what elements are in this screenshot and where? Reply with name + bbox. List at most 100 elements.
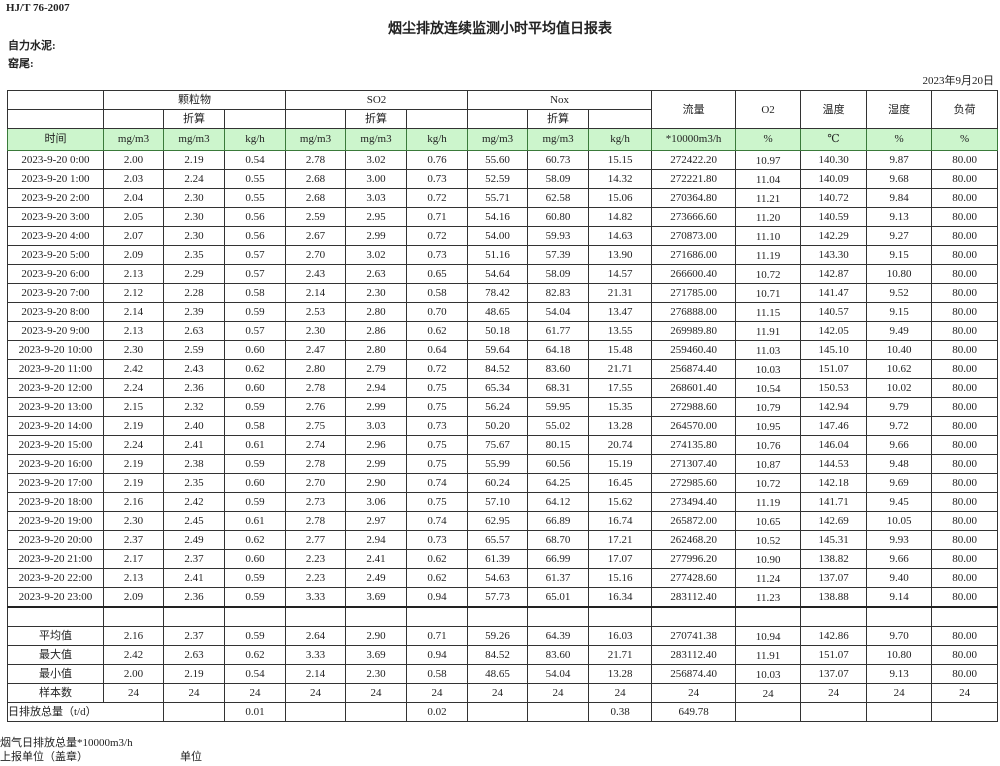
summary-value: 83.60: [527, 645, 590, 665]
value-cell: 144.53: [800, 454, 868, 474]
value-cell: 80.00: [931, 340, 999, 360]
value-cell: 11.24: [735, 568, 802, 588]
value-cell: 2.70: [285, 245, 347, 265]
value-cell: 0.73: [406, 169, 469, 189]
value-cell: 17.21: [588, 530, 653, 550]
value-cell: 80.00: [931, 283, 999, 303]
value-cell: 2.36: [163, 587, 225, 608]
table-row: 2023-9-20 6:00 2.13 2.29 0.57 2.43 2.63 0.65 54…: [7, 264, 999, 284]
value-cell: 2.24: [103, 378, 164, 398]
table-row: 2023-9-20 13:00 2.15 2.32 0.59 2.76 2.99 0.75 5…: [7, 397, 999, 417]
value-cell: 274135.80: [651, 435, 737, 455]
value-cell: 272988.60: [651, 397, 737, 417]
summary-value: 16.03: [588, 626, 653, 646]
value-cell: 2.23: [285, 568, 347, 588]
value-cell: 269989.80: [651, 321, 737, 341]
value-cell: 55.60: [467, 150, 529, 170]
summary-value: 24: [735, 683, 802, 703]
value-cell: 2.14: [103, 302, 164, 322]
value-cell: 10.90: [735, 549, 802, 569]
summary-value: 24: [406, 683, 469, 703]
header-blank: [103, 109, 164, 129]
table-row: 2023-9-20 11:00 2.42 2.43 0.62 2.80 2.79 0.72 8…: [7, 359, 999, 379]
summary-value: 270741.38: [651, 626, 737, 646]
value-cell: 2.53: [285, 302, 347, 322]
empty-cell: [467, 606, 529, 627]
value-cell: 15.06: [588, 188, 653, 208]
value-cell: 2.59: [163, 340, 225, 360]
value-cell: 2.30: [163, 207, 225, 227]
header-temperature: 温度: [800, 90, 868, 129]
value-cell: 0.94: [406, 587, 469, 608]
value-cell: 14.57: [588, 264, 653, 284]
time-cell: 2023-9-20 11:00: [7, 359, 104, 379]
value-cell: 2.37: [103, 530, 164, 550]
value-cell: 15.19: [588, 454, 653, 474]
value-cell: 2.95: [345, 207, 408, 227]
summary-value: 24: [103, 683, 164, 703]
value-cell: 0.70: [406, 302, 469, 322]
standard-code: HJ/T 76-2007: [6, 2, 70, 14]
value-cell: 0.62: [406, 549, 469, 569]
value-cell: 2.45: [163, 511, 225, 531]
daily-total-value: [735, 702, 802, 722]
unit-cell: 时间: [7, 128, 104, 151]
value-cell: 54.00: [467, 226, 529, 246]
value-cell: 0.57: [223, 245, 287, 265]
value-cell: 64.12: [527, 492, 590, 512]
value-cell: 11.10: [735, 226, 802, 246]
value-cell: 10.72: [735, 264, 802, 284]
time-cell: 2023-9-20 23:00: [7, 587, 104, 608]
empty-cell: [7, 606, 104, 627]
value-cell: 0.59: [223, 454, 287, 474]
value-cell: 56.24: [467, 397, 529, 417]
value-cell: 2.13: [103, 264, 164, 284]
value-cell: 2.99: [345, 454, 408, 474]
summary-value: 21.71: [588, 645, 653, 665]
value-cell: 50.20: [467, 416, 529, 436]
daily-total-row: 日排放总量（t/d） 0.01 0.02 0.38 649.78: [7, 702, 999, 722]
value-cell: 271785.00: [651, 283, 737, 303]
value-cell: 9.93: [866, 530, 933, 550]
value-cell: 64.25: [527, 473, 590, 493]
value-cell: 2.63: [345, 264, 408, 284]
value-cell: 145.31: [800, 530, 868, 550]
value-cell: 68.31: [527, 378, 590, 398]
value-cell: 0.57: [223, 321, 287, 341]
value-cell: 11.19: [735, 245, 802, 265]
value-cell: 62.58: [527, 188, 590, 208]
summary-value: 0.59: [223, 626, 287, 646]
value-cell: 2.29: [163, 264, 225, 284]
value-cell: 2.19: [103, 454, 164, 474]
value-cell: 276888.00: [651, 302, 737, 322]
value-cell: 9.69: [866, 473, 933, 493]
value-cell: 0.60: [223, 340, 287, 360]
value-cell: 15.62: [588, 492, 653, 512]
header-o2: O2: [735, 90, 802, 129]
summary-value: 24: [866, 683, 933, 703]
value-cell: 10.03: [735, 359, 802, 379]
value-cell: 140.09: [800, 169, 868, 189]
value-cell: 142.94: [800, 397, 868, 417]
value-cell: 0.55: [223, 169, 287, 189]
value-cell: 2.78: [285, 150, 347, 170]
table-row: 2023-9-20 12:00 2.24 2.36 0.60 2.78 2.94 0.75 6…: [7, 378, 999, 398]
value-cell: 14.32: [588, 169, 653, 189]
value-cell: 142.29: [800, 226, 868, 246]
value-cell: 2.39: [163, 302, 225, 322]
report-footer: 烟气日排放总量*10000m3/h 上报单位（盖章） 单位: [0, 736, 1000, 766]
value-cell: 277428.60: [651, 568, 737, 588]
summary-value: 283112.40: [651, 645, 737, 665]
value-cell: 9.13: [866, 207, 933, 227]
value-cell: 2.35: [163, 245, 225, 265]
empty-cell: [866, 606, 933, 627]
summary-value: 2.42: [103, 645, 164, 665]
value-cell: 65.57: [467, 530, 529, 550]
value-cell: 138.88: [800, 587, 868, 608]
unit-cell: *10000m3/h: [651, 128, 737, 151]
value-cell: 2.79: [345, 359, 408, 379]
unit-cell: mg/m3: [285, 128, 347, 151]
value-cell: 0.62: [223, 530, 287, 550]
time-cell: 2023-9-20 7:00: [7, 283, 104, 303]
value-cell: 65.01: [527, 587, 590, 608]
